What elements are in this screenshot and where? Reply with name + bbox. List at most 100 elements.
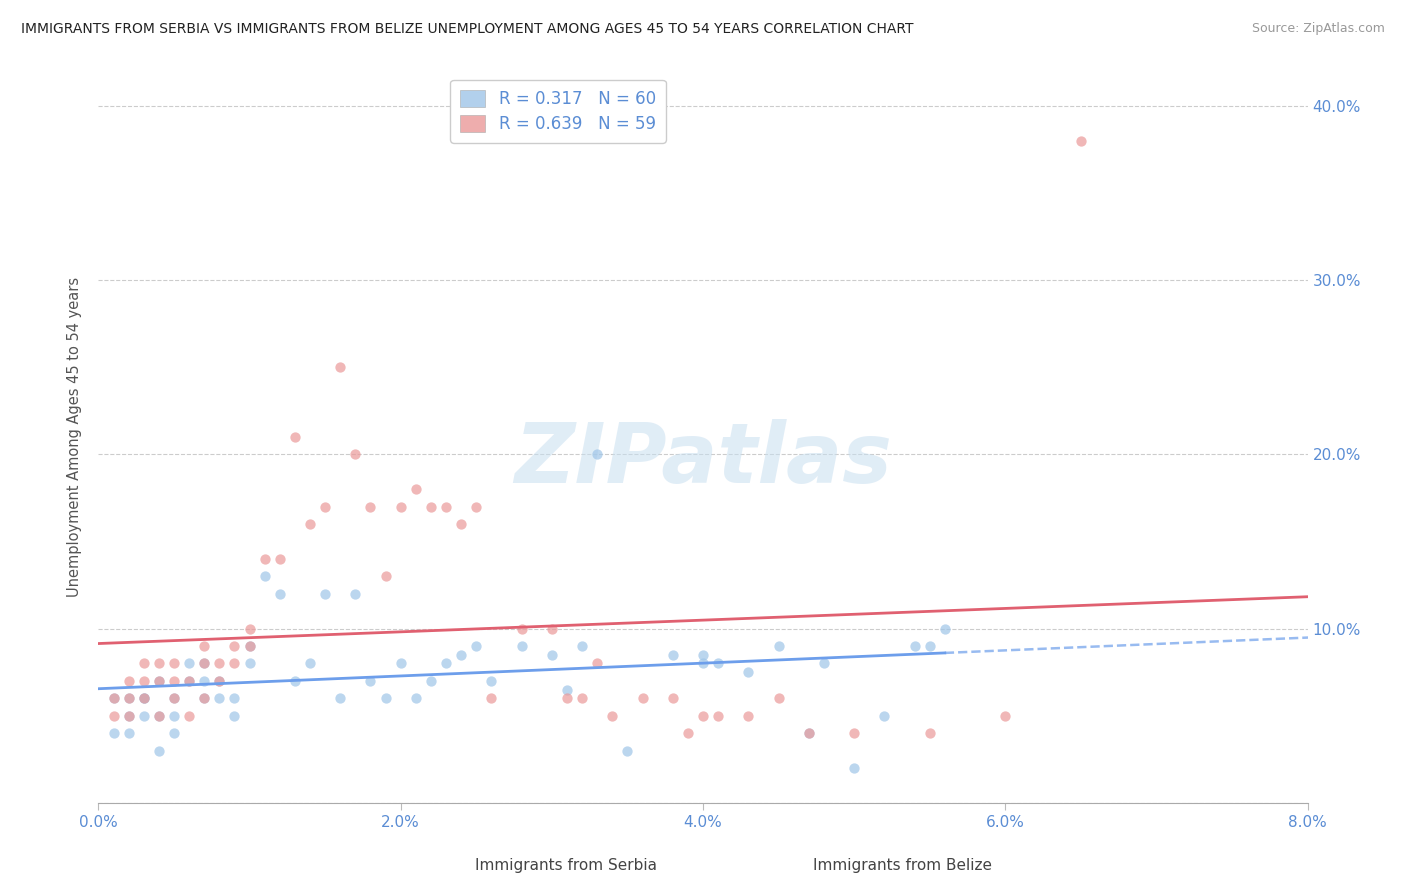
Point <box>541 622 564 636</box>
Text: ZIPatlas: ZIPatlas <box>515 418 891 500</box>
Point <box>510 622 533 636</box>
Point <box>692 708 714 723</box>
Point <box>193 657 215 671</box>
Point <box>208 657 231 671</box>
Point <box>360 673 382 688</box>
Point <box>118 708 141 723</box>
Point <box>132 673 155 688</box>
Point <box>918 726 941 740</box>
Point <box>405 691 427 706</box>
Point <box>389 500 412 514</box>
Point <box>616 743 638 757</box>
Point <box>239 657 262 671</box>
Point <box>179 673 201 688</box>
Point <box>314 587 336 601</box>
Point <box>224 639 246 653</box>
Point <box>193 691 215 706</box>
Point <box>239 622 262 636</box>
Point <box>602 708 624 723</box>
Point <box>510 639 533 653</box>
Point <box>571 691 593 706</box>
Point <box>148 743 170 757</box>
Y-axis label: Unemployment Among Ages 45 to 54 years: Unemployment Among Ages 45 to 54 years <box>67 277 83 597</box>
Point <box>314 500 336 514</box>
Point <box>224 691 246 706</box>
Point <box>555 682 578 697</box>
Point <box>163 726 186 740</box>
Point <box>132 691 155 706</box>
Point <box>586 657 609 671</box>
Text: Source: ZipAtlas.com: Source: ZipAtlas.com <box>1251 22 1385 36</box>
Point <box>692 657 714 671</box>
Point <box>768 691 790 706</box>
Point <box>692 648 714 662</box>
Point <box>103 726 125 740</box>
Point <box>118 708 141 723</box>
Point <box>1070 134 1092 148</box>
Point <box>797 726 820 740</box>
Point <box>631 691 654 706</box>
Point <box>768 639 790 653</box>
Point <box>934 622 956 636</box>
Point <box>737 708 759 723</box>
Point <box>571 639 593 653</box>
Point <box>707 708 730 723</box>
Point <box>374 691 396 706</box>
Point <box>904 639 927 653</box>
Point <box>299 517 322 532</box>
Point <box>737 665 759 680</box>
Point <box>405 483 427 497</box>
Point <box>555 691 578 706</box>
Point <box>269 552 291 566</box>
Point <box>450 517 472 532</box>
Point <box>103 708 125 723</box>
Point <box>118 726 141 740</box>
Point <box>193 657 215 671</box>
Point <box>148 673 170 688</box>
FancyBboxPatch shape <box>443 854 468 877</box>
Point <box>284 430 307 444</box>
Point <box>481 673 503 688</box>
Point <box>797 726 820 740</box>
Point <box>208 673 231 688</box>
Point <box>163 708 186 723</box>
Point <box>374 569 396 583</box>
Point <box>329 360 352 375</box>
Point <box>676 726 699 740</box>
Point <box>132 691 155 706</box>
Point <box>586 448 609 462</box>
Point <box>132 708 155 723</box>
Point <box>344 587 367 601</box>
Point <box>465 639 488 653</box>
Point <box>481 691 503 706</box>
Point <box>179 657 201 671</box>
Point <box>163 673 186 688</box>
Point <box>148 657 170 671</box>
Point <box>193 673 215 688</box>
Point <box>269 587 291 601</box>
Point <box>163 691 186 706</box>
Point <box>284 673 307 688</box>
Point <box>208 673 231 688</box>
Point <box>208 691 231 706</box>
Point <box>994 708 1017 723</box>
Point <box>344 448 367 462</box>
Point <box>163 657 186 671</box>
Point <box>224 657 246 671</box>
Point <box>193 691 215 706</box>
Point <box>434 657 457 671</box>
Point <box>299 657 322 671</box>
Point <box>434 500 457 514</box>
Point <box>193 639 215 653</box>
Point <box>918 639 941 653</box>
Point <box>389 657 412 671</box>
Point <box>253 569 276 583</box>
Point <box>541 648 564 662</box>
Point <box>844 761 866 775</box>
Point <box>360 500 382 514</box>
Point <box>103 691 125 706</box>
Point <box>148 673 170 688</box>
Point <box>118 691 141 706</box>
Point <box>179 673 201 688</box>
Point <box>450 648 472 662</box>
